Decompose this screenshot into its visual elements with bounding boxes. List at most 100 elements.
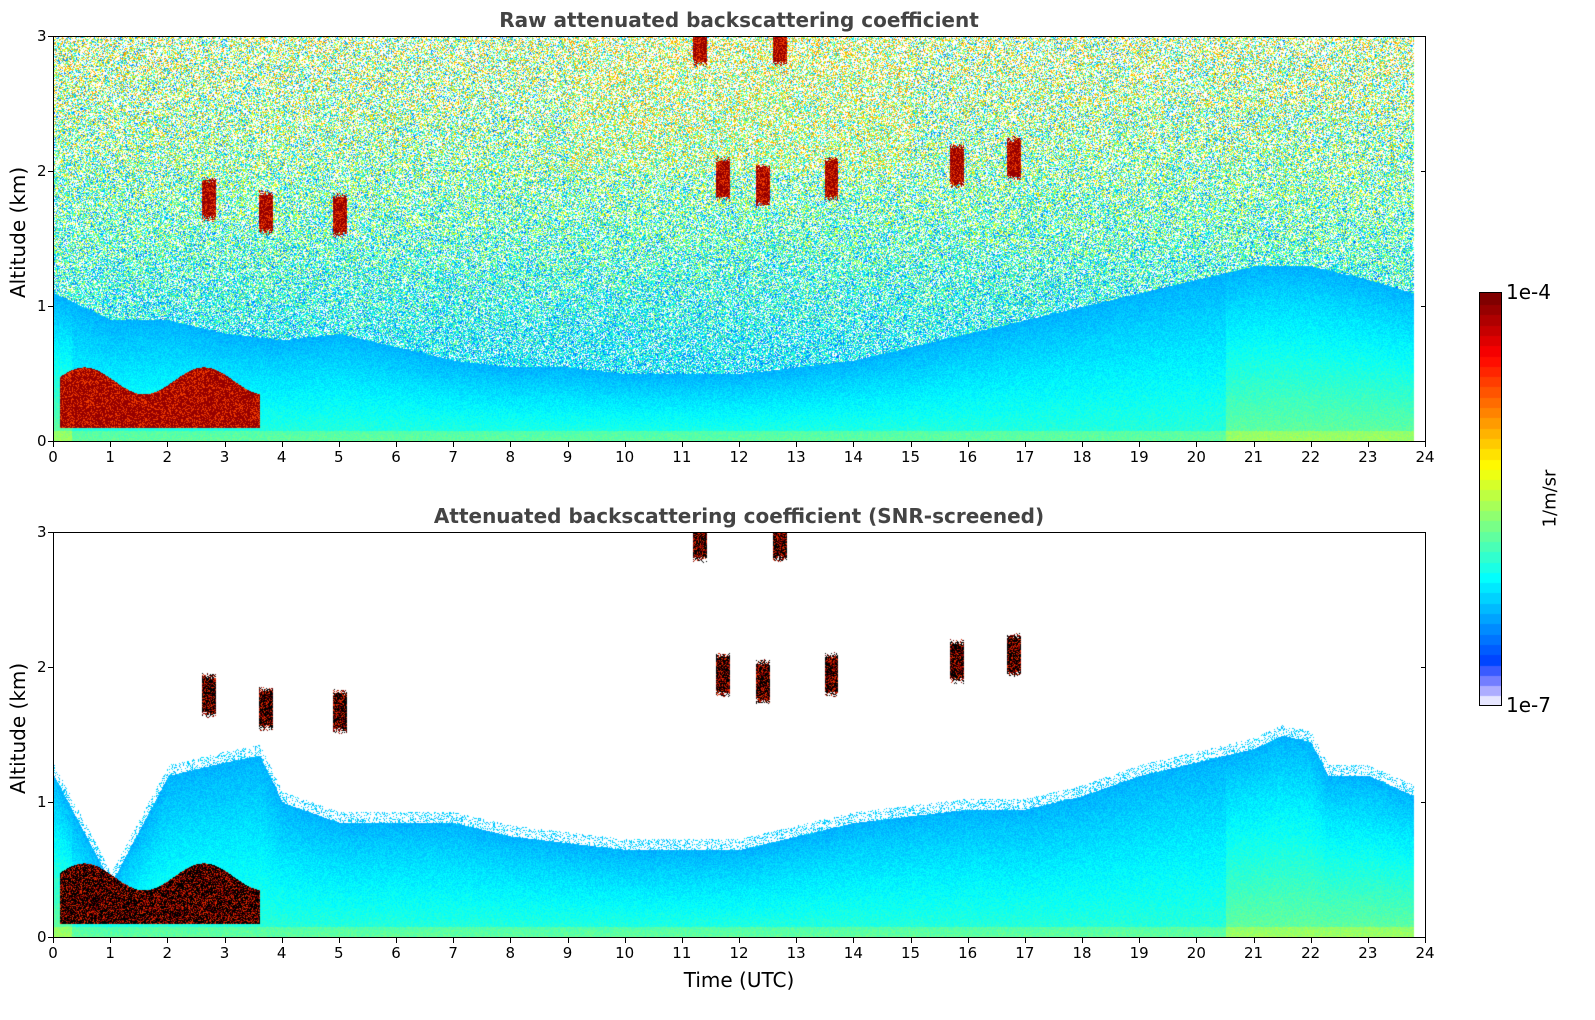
bottom-x-tick-label: 1 [105, 944, 115, 962]
top-x-tick-mark [1139, 442, 1141, 447]
top-x-tick-mark [681, 442, 683, 447]
top-x-tick-label: 22 [1301, 448, 1321, 466]
top-x-tick-mark [853, 442, 855, 447]
top-panel-heatmap [54, 37, 1425, 441]
colorbar-min-label: 1e-7 [1506, 693, 1551, 717]
bottom-y-tick-label: 0 [37, 928, 47, 946]
bottom-x-tick-mark [853, 938, 855, 943]
bottom-x-tick-label: 19 [1129, 944, 1149, 962]
bottom-x-tick-mark [1082, 938, 1083, 943]
top-x-tick-label: 23 [1358, 448, 1378, 466]
bottom-panel-heatmap [54, 533, 1425, 937]
top-panel-ylabel: Altitude (km) [6, 166, 30, 298]
top-x-tick-mark [338, 442, 340, 447]
top-x-tick-mark [1310, 442, 1312, 447]
bottom-x-tick-label: 6 [391, 944, 401, 962]
bottom-panel-plot-area [53, 532, 1426, 938]
bottom-x-tick-label: 10 [615, 944, 635, 962]
bottom-panel-title: Attenuated backscattering coefficient (S… [433, 504, 1045, 528]
bottom-panel-ylabel: Altitude (km) [6, 662, 30, 794]
top-x-tick-label: 9 [562, 448, 573, 466]
bottom-x-tick-label: 5 [334, 944, 344, 962]
bottom-x-tick-mark [1253, 938, 1255, 943]
bottom-x-tick-mark [1310, 938, 1312, 943]
top-x-tick-mark [1024, 442, 1026, 447]
bottom-x-tick-mark [453, 938, 455, 943]
bottom-x-tick-mark [338, 938, 340, 943]
top-panel-title: Raw attenuated backscattering coefficien… [499, 8, 979, 32]
bottom-x-tick-label: 17 [1015, 944, 1035, 962]
top-x-tick-mark [224, 442, 226, 447]
top-x-tick-mark [453, 442, 455, 447]
bottom-x-tick-label: 14 [843, 944, 863, 962]
top-x-tick-mark [167, 442, 169, 447]
top-x-tick-label: 6 [391, 448, 401, 466]
top-x-tick-label: 1 [105, 448, 115, 466]
bottom-x-tick-mark [1024, 938, 1026, 943]
top-x-tick-mark [796, 442, 798, 447]
bottom-x-tick-mark [110, 938, 112, 943]
bottom-x-tick-label: 13 [786, 944, 806, 962]
bottom-x-tick-mark [167, 938, 169, 943]
bottom-x-tick-label: 15 [900, 944, 921, 962]
top-x-tick-label: 13 [786, 448, 806, 466]
bottom-x-tick-mark [224, 938, 226, 943]
bottom-x-tick-label: 2 [162, 944, 173, 962]
top-y-tick-label: 0 [37, 432, 47, 450]
top-x-tick-mark [739, 442, 740, 447]
top-x-tick-label: 7 [448, 448, 458, 466]
bottom-x-tick-label: 9 [562, 944, 573, 962]
top-x-tick-label: 20 [1186, 448, 1206, 466]
top-x-tick-mark [1082, 442, 1083, 447]
top-x-tick-label: 17 [1015, 448, 1035, 466]
bottom-x-tick-label: 12 [729, 944, 749, 962]
bottom-x-tick-mark [1139, 938, 1141, 943]
bottom-panel-xlabel: Time (UTC) [683, 968, 795, 992]
bottom-x-tick-label: 16 [958, 944, 978, 962]
bottom-x-tick-label: 0 [48, 944, 58, 962]
top-x-tick-mark [967, 442, 969, 447]
top-x-tick-mark [910, 442, 912, 447]
top-y-tick-label: 2 [37, 162, 47, 180]
top-x-tick-mark [1196, 442, 1198, 447]
top-x-tick-label: 8 [505, 448, 516, 466]
top-x-tick-label: 21 [1243, 448, 1264, 466]
bottom-x-tick-mark [681, 938, 683, 943]
bottom-x-tick-mark [567, 938, 569, 943]
bottom-x-tick-label: 23 [1358, 944, 1378, 962]
top-x-tick-label: 2 [162, 448, 173, 466]
top-x-tick-label: 15 [900, 448, 921, 466]
top-x-tick-label: 11 [672, 448, 692, 466]
top-x-tick-label: 24 [1415, 448, 1435, 466]
top-x-tick-mark [1253, 442, 1255, 447]
top-x-tick-label: 3 [219, 448, 230, 466]
top-x-tick-label: 18 [1072, 448, 1092, 466]
bottom-x-tick-mark [1196, 938, 1198, 943]
top-y-tick-label: 1 [37, 297, 47, 315]
colorbar-max-label: 1e-4 [1506, 280, 1551, 304]
bottom-x-tick-mark [281, 938, 283, 943]
top-x-tick-mark [624, 442, 626, 447]
top-x-tick-mark [53, 442, 54, 447]
top-x-tick-mark [396, 442, 397, 447]
bottom-x-tick-mark [910, 938, 912, 943]
bottom-x-tick-mark [1425, 938, 1426, 943]
top-x-tick-label: 5 [334, 448, 344, 466]
top-x-tick-label: 12 [729, 448, 749, 466]
colorbar [1479, 292, 1502, 706]
top-x-tick-mark [110, 442, 112, 447]
bottom-x-tick-mark [796, 938, 798, 943]
top-x-tick-mark [281, 442, 283, 447]
bottom-x-tick-mark [967, 938, 969, 943]
top-x-tick-mark [567, 442, 569, 447]
bottom-x-tick-label: 24 [1415, 944, 1435, 962]
bottom-x-tick-mark [1367, 938, 1369, 943]
top-x-tick-label: 0 [48, 448, 58, 466]
top-x-tick-label: 4 [276, 448, 287, 466]
bottom-x-tick-label: 11 [672, 944, 692, 962]
bottom-y-tick-label: 2 [37, 658, 47, 676]
bottom-x-tick-label: 4 [276, 944, 287, 962]
bottom-x-tick-label: 8 [505, 944, 516, 962]
bottom-x-tick-label: 18 [1072, 944, 1092, 962]
bottom-x-tick-label: 20 [1186, 944, 1206, 962]
